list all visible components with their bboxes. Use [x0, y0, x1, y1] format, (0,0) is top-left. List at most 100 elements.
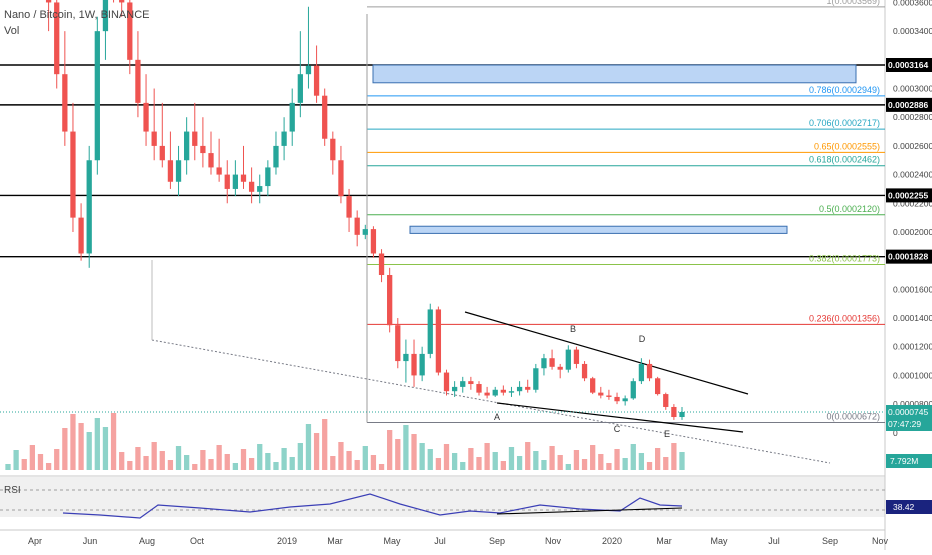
volume-bar: [338, 442, 344, 470]
candle: [679, 406, 685, 470]
candle: [13, 450, 19, 470]
candle: [378, 249, 385, 470]
price-tick-label: 0.0002800: [893, 112, 932, 122]
candle: [622, 395, 628, 470]
volume-value: 7.792M: [890, 456, 918, 466]
candle-body: [387, 275, 393, 326]
time-tick-label: Sep: [822, 536, 838, 546]
fib-level-label: 0.618(0.0002462): [809, 155, 880, 165]
candle: [175, 145, 182, 470]
level-price-label: 0.0001828: [888, 252, 928, 262]
candle: [62, 31, 68, 470]
price-tick-label: 0.0002400: [893, 170, 932, 180]
volume-bar: [573, 450, 580, 470]
candle: [338, 145, 344, 470]
upper-wedge-line: [464, 311, 749, 395]
candle: [525, 379, 531, 470]
candle: [232, 160, 239, 470]
price-tick-label: 0.0003600: [893, 0, 932, 7]
volume-bar: [646, 462, 653, 470]
candle-body: [346, 196, 352, 218]
candle: [200, 117, 206, 470]
price-tick-label: 0.0001200: [893, 342, 932, 352]
candle: [151, 88, 157, 470]
candle-body: [435, 309, 442, 373]
candles-group: [5, 0, 685, 470]
time-tick-label: 2020: [602, 536, 622, 546]
fib-level-label: 0(0.0000672): [826, 411, 880, 421]
candle: [468, 376, 474, 470]
volume-bar: [622, 458, 628, 470]
candle: [322, 88, 328, 470]
volume-bar: [395, 439, 401, 470]
price-tick-label: 0.0003000: [893, 84, 932, 94]
candle: [565, 345, 571, 470]
candle-body: [533, 368, 539, 390]
price-tick-label: 0.0002000: [893, 227, 932, 237]
candle: [403, 339, 409, 470]
rsi-panel-bg: [0, 477, 885, 517]
candle: [411, 339, 417, 470]
candle: [54, 0, 60, 470]
candle: [305, 6, 312, 470]
candle: [671, 404, 677, 470]
candle: [395, 318, 401, 470]
volume-bar: [590, 445, 596, 470]
wave-label: D: [639, 334, 646, 344]
level-price-label: 0.0002255: [888, 190, 928, 200]
price-tick-label: 0.0001000: [893, 370, 932, 380]
candle: [606, 389, 612, 470]
volume-bar: [208, 459, 214, 470]
fibonacci-group: 1(0.0003569) 0.786(0.0002949) 0.706(0.0002…: [367, 0, 885, 423]
candle-body: [549, 358, 555, 367]
volume-bar: [630, 444, 636, 470]
candle-body: [663, 394, 669, 407]
volume-bar: [533, 451, 539, 470]
candle-body: [208, 153, 214, 168]
volume-bar: [525, 442, 531, 470]
volume-badge: [886, 454, 932, 468]
rsi-value: 38.42: [893, 502, 915, 512]
volume-bar: [322, 419, 328, 470]
candle-body: [281, 131, 287, 146]
candle: [110, 0, 117, 470]
volume-bar: [135, 447, 141, 470]
time-axis: Apr Jun Aug Oct 2019 Mar May Jul Sep Nov 2020 Mar Ma…: [28, 536, 889, 546]
candle: [516, 381, 523, 470]
candle-body: [102, 0, 109, 32]
volume-bar: [387, 430, 393, 470]
candle-body: [192, 131, 198, 146]
fib-level-label: 0.5(0.0002120): [819, 204, 880, 214]
candle-body: [419, 353, 425, 376]
volume-bar: [200, 450, 206, 470]
candle: [533, 363, 539, 470]
candle-body: [70, 131, 76, 218]
price-tick-label: 0.0000800: [893, 399, 932, 409]
candle: [184, 117, 190, 470]
volume-bar: [224, 454, 230, 470]
volume-bar: [127, 461, 133, 470]
candle-body: [232, 174, 239, 189]
volume-bar: [5, 464, 11, 470]
candle-body: [630, 381, 636, 399]
time-tick-label: Mar: [327, 536, 343, 546]
volume-bar: [679, 452, 685, 470]
candle: [257, 174, 263, 470]
candle-body: [167, 160, 174, 182]
candle: [419, 346, 425, 470]
volume-bar: [614, 449, 620, 470]
candle-body: [248, 181, 255, 192]
candle: [630, 378, 636, 470]
candle-body: [322, 95, 328, 139]
volume-bar: [557, 455, 563, 470]
candle: [362, 224, 368, 470]
volume-bar: [240, 449, 247, 470]
time-tick-label: Nov: [545, 536, 562, 546]
supply-zone: [372, 64, 857, 84]
candle-body: [557, 366, 563, 370]
candle: [248, 167, 255, 470]
candle: [598, 386, 604, 470]
candle: [484, 386, 490, 470]
